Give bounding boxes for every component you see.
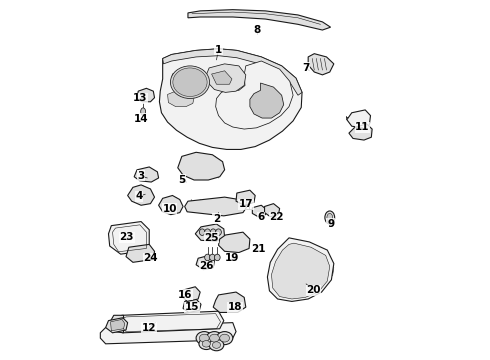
Polygon shape bbox=[159, 49, 302, 149]
Text: 4: 4 bbox=[135, 191, 143, 201]
Ellipse shape bbox=[215, 254, 220, 261]
Polygon shape bbox=[126, 244, 154, 262]
Text: 22: 22 bbox=[269, 212, 284, 222]
Text: 15: 15 bbox=[185, 302, 199, 312]
Ellipse shape bbox=[205, 229, 210, 235]
Polygon shape bbox=[196, 224, 224, 241]
Ellipse shape bbox=[199, 338, 214, 350]
Ellipse shape bbox=[210, 254, 215, 261]
Polygon shape bbox=[108, 315, 123, 333]
Polygon shape bbox=[188, 10, 331, 30]
Ellipse shape bbox=[209, 339, 224, 351]
Polygon shape bbox=[213, 292, 246, 312]
Polygon shape bbox=[116, 311, 224, 333]
Text: 23: 23 bbox=[120, 232, 134, 242]
Text: 21: 21 bbox=[251, 244, 265, 254]
Polygon shape bbox=[185, 197, 247, 216]
Polygon shape bbox=[137, 88, 154, 102]
Polygon shape bbox=[212, 71, 232, 84]
Ellipse shape bbox=[217, 332, 233, 345]
Text: 11: 11 bbox=[355, 122, 369, 132]
Ellipse shape bbox=[210, 229, 216, 235]
Polygon shape bbox=[134, 167, 159, 182]
Text: 9: 9 bbox=[327, 219, 334, 229]
Polygon shape bbox=[111, 319, 125, 331]
Text: 13: 13 bbox=[133, 94, 147, 103]
Polygon shape bbox=[216, 61, 293, 129]
Polygon shape bbox=[265, 204, 280, 217]
Ellipse shape bbox=[196, 332, 212, 345]
Polygon shape bbox=[127, 185, 154, 205]
Text: 14: 14 bbox=[134, 114, 149, 124]
Ellipse shape bbox=[327, 213, 333, 221]
Ellipse shape bbox=[220, 334, 229, 342]
Text: 19: 19 bbox=[225, 253, 239, 263]
Ellipse shape bbox=[206, 332, 222, 345]
Polygon shape bbox=[106, 318, 127, 333]
Text: 5: 5 bbox=[178, 175, 185, 185]
Text: 10: 10 bbox=[162, 203, 177, 213]
Polygon shape bbox=[172, 72, 206, 92]
Polygon shape bbox=[196, 255, 215, 270]
Text: 16: 16 bbox=[178, 290, 193, 300]
Text: 3: 3 bbox=[138, 171, 145, 181]
Text: 1: 1 bbox=[215, 45, 222, 55]
Polygon shape bbox=[108, 221, 149, 254]
Polygon shape bbox=[100, 323, 236, 344]
Polygon shape bbox=[168, 90, 194, 107]
Polygon shape bbox=[308, 54, 334, 75]
Polygon shape bbox=[171, 69, 209, 94]
Text: 7: 7 bbox=[302, 63, 310, 73]
Polygon shape bbox=[271, 243, 330, 299]
Text: 12: 12 bbox=[142, 323, 156, 333]
Text: 26: 26 bbox=[199, 261, 214, 271]
Polygon shape bbox=[268, 238, 334, 301]
Ellipse shape bbox=[205, 254, 210, 261]
Text: 8: 8 bbox=[254, 25, 261, 35]
Polygon shape bbox=[206, 64, 246, 93]
Ellipse shape bbox=[141, 108, 146, 115]
Polygon shape bbox=[178, 152, 224, 180]
Ellipse shape bbox=[210, 334, 220, 342]
Ellipse shape bbox=[199, 334, 209, 342]
Polygon shape bbox=[236, 190, 255, 205]
Ellipse shape bbox=[202, 341, 210, 347]
Text: 17: 17 bbox=[239, 199, 253, 210]
Ellipse shape bbox=[173, 68, 207, 96]
Polygon shape bbox=[183, 299, 201, 312]
Polygon shape bbox=[347, 110, 370, 128]
Ellipse shape bbox=[199, 229, 205, 235]
Text: 25: 25 bbox=[204, 233, 219, 243]
Text: 18: 18 bbox=[227, 302, 242, 312]
Polygon shape bbox=[349, 124, 372, 140]
Ellipse shape bbox=[212, 342, 220, 348]
Polygon shape bbox=[250, 83, 284, 118]
Text: 24: 24 bbox=[143, 253, 158, 263]
Text: 2: 2 bbox=[213, 214, 220, 224]
Ellipse shape bbox=[171, 66, 210, 99]
Ellipse shape bbox=[325, 211, 335, 224]
Ellipse shape bbox=[216, 229, 221, 235]
Polygon shape bbox=[163, 49, 302, 95]
Polygon shape bbox=[159, 195, 183, 215]
Polygon shape bbox=[182, 287, 200, 301]
Polygon shape bbox=[219, 232, 250, 252]
Polygon shape bbox=[252, 205, 266, 217]
Text: 20: 20 bbox=[306, 285, 321, 295]
Text: 6: 6 bbox=[258, 212, 265, 222]
